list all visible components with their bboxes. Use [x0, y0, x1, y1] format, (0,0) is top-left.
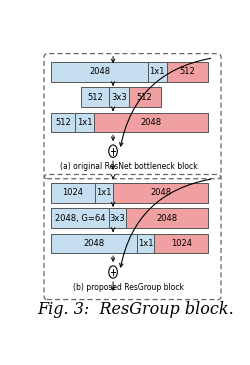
Text: 2048: 2048 — [88, 68, 110, 76]
Text: 1x1: 1x1 — [96, 188, 111, 197]
FancyBboxPatch shape — [128, 87, 160, 107]
FancyBboxPatch shape — [75, 113, 93, 132]
Text: 1024: 1024 — [170, 239, 191, 248]
Text: 1x1: 1x1 — [137, 239, 153, 248]
FancyBboxPatch shape — [166, 62, 207, 82]
Text: 3x3: 3x3 — [110, 93, 126, 102]
Text: 1x1: 1x1 — [149, 68, 164, 76]
Text: 512: 512 — [136, 93, 152, 102]
Text: (b) proposed ResGroup block: (b) proposed ResGroup block — [73, 283, 184, 292]
FancyBboxPatch shape — [153, 234, 208, 253]
Text: 2048: 2048 — [83, 239, 104, 248]
Text: 2048: 2048 — [140, 118, 161, 127]
FancyBboxPatch shape — [93, 113, 208, 132]
FancyBboxPatch shape — [51, 113, 75, 132]
FancyBboxPatch shape — [94, 183, 113, 203]
FancyBboxPatch shape — [113, 183, 208, 203]
Text: 1x1: 1x1 — [76, 118, 92, 127]
Text: 2048: 2048 — [150, 188, 171, 197]
Text: Fig. 3:  ResGroup block.: Fig. 3: ResGroup block. — [37, 301, 233, 318]
Text: 512: 512 — [55, 118, 70, 127]
Text: (a) original ResNet bottleneck block: (a) original ResNet bottleneck block — [60, 162, 197, 171]
FancyBboxPatch shape — [51, 183, 94, 203]
FancyBboxPatch shape — [51, 62, 148, 82]
FancyBboxPatch shape — [81, 87, 109, 107]
FancyBboxPatch shape — [137, 234, 153, 253]
Text: 512: 512 — [179, 68, 194, 76]
Text: 1024: 1024 — [62, 188, 83, 197]
FancyBboxPatch shape — [109, 87, 128, 107]
FancyBboxPatch shape — [125, 208, 208, 228]
Text: 2048: 2048 — [156, 214, 177, 223]
FancyBboxPatch shape — [51, 234, 137, 253]
FancyArrowPatch shape — [119, 58, 210, 146]
Text: 2048, G=64: 2048, G=64 — [54, 214, 105, 223]
Text: 512: 512 — [87, 93, 102, 102]
FancyArrowPatch shape — [119, 179, 210, 267]
FancyBboxPatch shape — [109, 208, 125, 228]
FancyBboxPatch shape — [148, 62, 166, 82]
FancyBboxPatch shape — [51, 208, 109, 228]
Text: 3x3: 3x3 — [109, 214, 125, 223]
